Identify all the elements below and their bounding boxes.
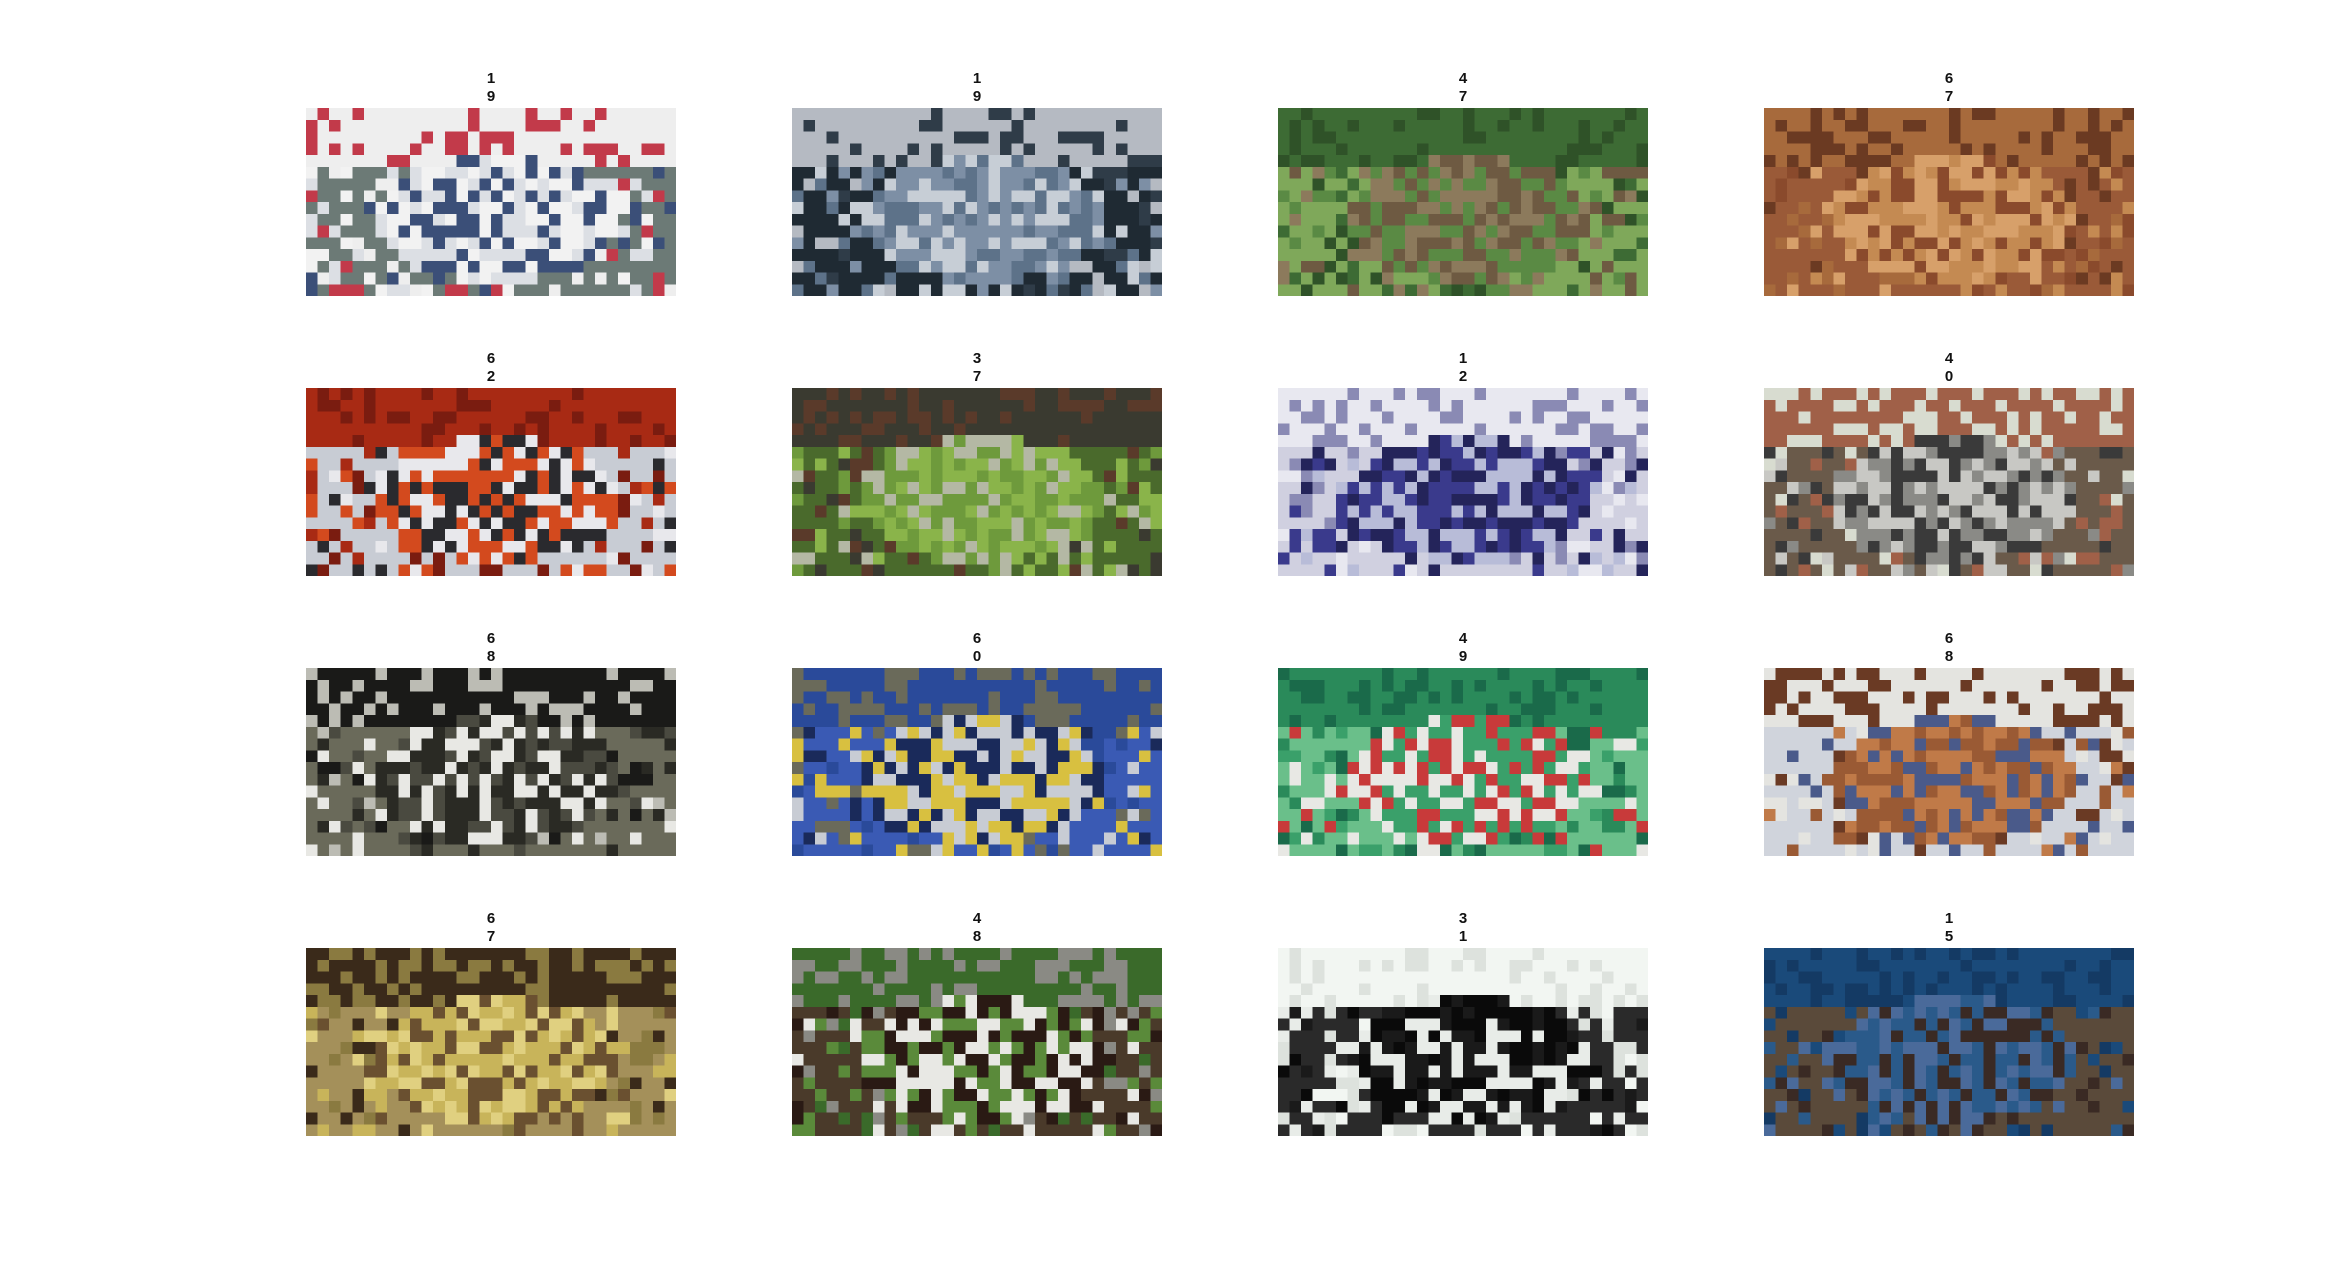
panel-label-bottom: 2 bbox=[1458, 368, 1468, 385]
panel-label-bottom: 9 bbox=[486, 88, 496, 105]
panel-label-bottom: 1 bbox=[1458, 928, 1468, 945]
panel-label-top: 1 bbox=[1944, 910, 1954, 927]
panel-label-bottom: 7 bbox=[486, 928, 496, 945]
panel-label-top: 4 bbox=[1944, 350, 1954, 367]
panel-label-top: 3 bbox=[972, 350, 982, 367]
image-thumbnail bbox=[1764, 668, 2134, 856]
image-thumbnail bbox=[1764, 388, 2134, 576]
panel-label-bottom: 8 bbox=[972, 928, 982, 945]
image-thumbnail bbox=[1764, 108, 2134, 296]
panel-label-top: 1 bbox=[486, 70, 496, 87]
panel-label-top: 1 bbox=[1458, 350, 1468, 367]
image-thumbnail bbox=[306, 668, 676, 856]
panel-label-top: 6 bbox=[486, 630, 496, 647]
image-thumbnail bbox=[792, 108, 1162, 296]
image-thumbnail bbox=[1278, 108, 1648, 296]
panel-label-bottom: 0 bbox=[1944, 368, 1954, 385]
panel-label-bottom: 9 bbox=[1458, 648, 1468, 665]
panel-label-bottom: 2 bbox=[486, 368, 496, 385]
panel-label-top: 6 bbox=[1944, 70, 1954, 87]
panel-label-bottom: 8 bbox=[486, 648, 496, 665]
image-thumbnail bbox=[306, 388, 676, 576]
image-thumbnail bbox=[1278, 948, 1648, 1136]
panel-label-top: 6 bbox=[486, 350, 496, 367]
image-thumbnail bbox=[792, 948, 1162, 1136]
panel-label-top: 1 bbox=[972, 70, 982, 87]
image-thumbnail bbox=[792, 668, 1162, 856]
image-thumbnail bbox=[306, 108, 676, 296]
panel-label-bottom: 7 bbox=[1944, 88, 1954, 105]
image-thumbnail bbox=[792, 388, 1162, 576]
panel-label-top: 6 bbox=[1944, 630, 1954, 647]
panel-label-top: 3 bbox=[1458, 910, 1468, 927]
panel-label-bottom: 7 bbox=[1458, 88, 1468, 105]
panel-label-bottom: 5 bbox=[1944, 928, 1954, 945]
panel-label-bottom: 0 bbox=[972, 648, 982, 665]
panel-label-bottom: 9 bbox=[972, 88, 982, 105]
panel-label-top: 4 bbox=[1458, 70, 1468, 87]
image-thumbnail bbox=[306, 948, 676, 1136]
panel-label-top: 6 bbox=[972, 630, 982, 647]
panel-label-bottom: 8 bbox=[1944, 648, 1954, 665]
image-thumbnail bbox=[1278, 388, 1648, 576]
panel-label-top: 4 bbox=[1458, 630, 1468, 647]
panel-label-top: 4 bbox=[972, 910, 982, 927]
panel-label-top: 6 bbox=[486, 910, 496, 927]
image-thumbnail bbox=[1764, 948, 2134, 1136]
image-thumbnail bbox=[1278, 668, 1648, 856]
panel-label-bottom: 7 bbox=[972, 368, 982, 385]
